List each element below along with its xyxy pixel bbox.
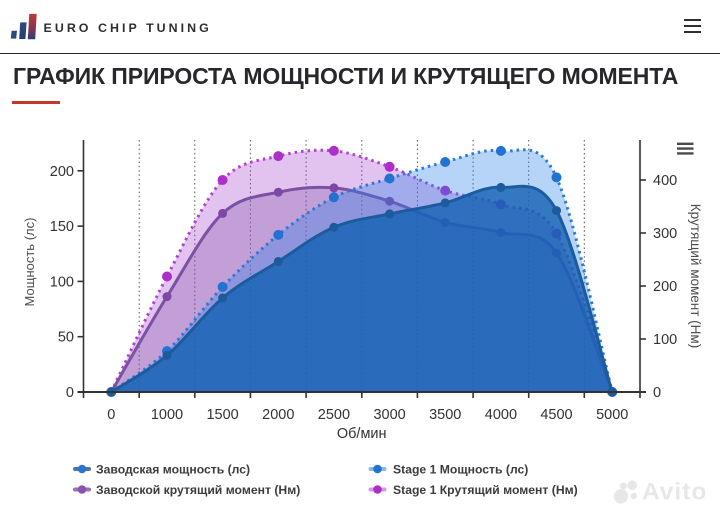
svg-text:1000: 1000 [151,407,183,423]
svg-text:Мощность (лс): Мощность (лс) [22,218,37,307]
svg-text:100: 100 [653,332,677,348]
svg-text:1500: 1500 [206,407,238,423]
svg-text:Avito: Avito [642,479,707,506]
svg-text:Заводская мощность (лс): Заводская мощность (лс) [96,462,250,476]
svg-text:Stage 1 Крутящий момент (Нм): Stage 1 Крутящий момент (Нм) [393,483,578,497]
svg-text:0: 0 [107,407,115,423]
svg-text:Об/мин: Об/мин [337,426,387,442]
svg-text:2000: 2000 [262,407,294,423]
svg-text:2500: 2500 [318,407,350,423]
svg-text:300: 300 [653,226,677,242]
svg-text:4000: 4000 [485,407,517,423]
svg-text:Stage 1 Мощность (лс): Stage 1 Мощность (лс) [393,462,528,476]
svg-text:150: 150 [50,219,74,235]
svg-text:3500: 3500 [429,407,461,423]
svg-text:Крутящий момент (Нм): Крутящий момент (Нм) [688,204,703,348]
svg-text:5000: 5000 [596,407,628,423]
svg-text:Заводской крутящий момент (Нм): Заводской крутящий момент (Нм) [96,483,300,497]
svg-text:200: 200 [653,279,677,295]
svg-text:3000: 3000 [373,407,405,423]
svg-text:50: 50 [58,330,74,346]
svg-text:400: 400 [653,173,677,189]
svg-text:0: 0 [653,385,661,401]
svg-text:0: 0 [66,385,74,401]
svg-text:4500: 4500 [540,407,572,423]
svg-text:100: 100 [50,274,74,290]
svg-text:200: 200 [50,164,74,180]
